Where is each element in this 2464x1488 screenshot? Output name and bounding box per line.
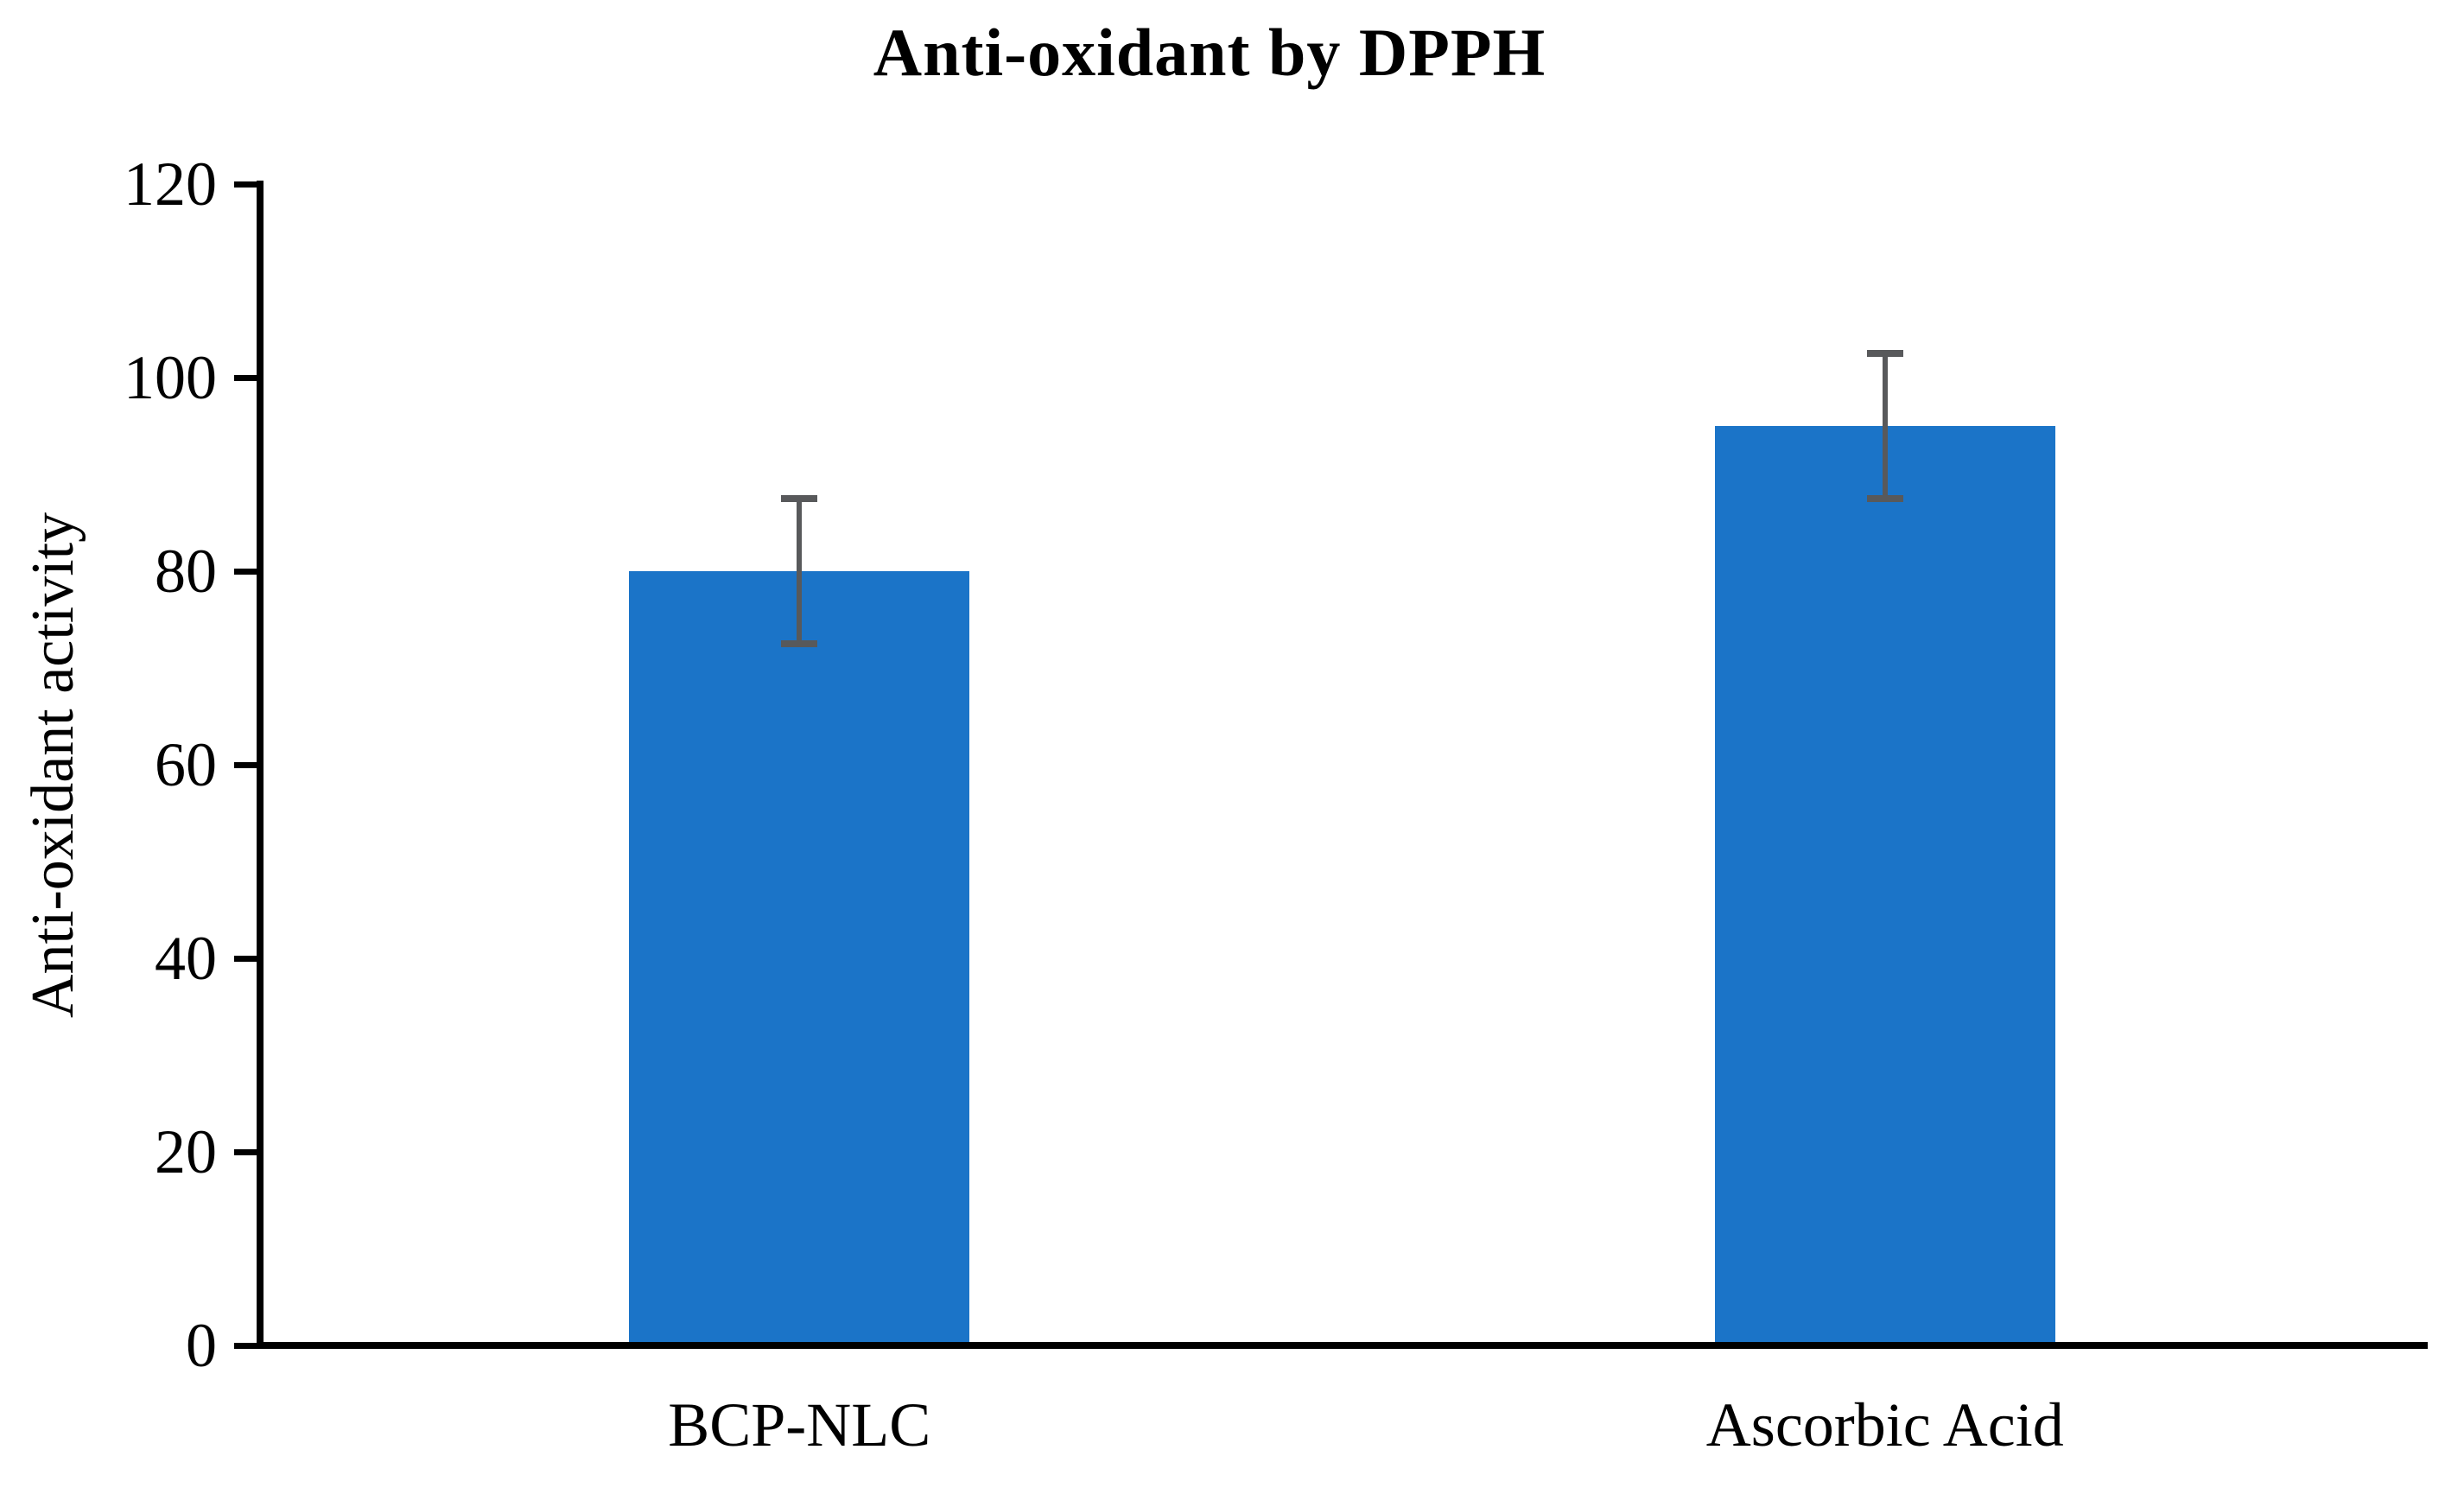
y-tick-mark xyxy=(234,761,257,768)
y-tick-label: 80 xyxy=(155,537,217,606)
y-tick-label: 0 xyxy=(186,1311,217,1380)
y-tick-mark xyxy=(234,1148,257,1155)
error-bar-line xyxy=(797,499,803,644)
y-tick-label: 100 xyxy=(124,343,217,412)
error-bar-cap-bottom xyxy=(1866,495,1903,502)
error-bar-cap-bottom xyxy=(781,640,818,647)
bar xyxy=(629,571,970,1345)
y-tick-label: 60 xyxy=(155,730,217,799)
error-bar-cap-top xyxy=(781,495,818,502)
y-tick-label: 20 xyxy=(155,1117,217,1186)
y-tick-mark xyxy=(234,181,257,188)
plot-area: 0 20 40 60 80 100 120 BCP-NLC Ascorbic Acid xyxy=(124,151,2428,1459)
y-tick-mark xyxy=(234,1342,257,1349)
y-tick-mark xyxy=(234,955,257,962)
y-axis-line xyxy=(257,181,264,1349)
x-category-label: Ascorbic Acid xyxy=(1705,1390,2064,1459)
y-tick-mark xyxy=(234,568,257,575)
error-bar-cap-top xyxy=(1866,350,1903,357)
x-category-label: BCP-NLC xyxy=(668,1390,931,1459)
y-tick-label: 40 xyxy=(155,924,217,993)
y-tick-label: 120 xyxy=(124,149,217,219)
bar xyxy=(1714,426,2055,1345)
chart-title: Anti-oxidant by DPPH xyxy=(873,15,1546,90)
x-axis-line xyxy=(257,1342,2428,1349)
y-tick-mark xyxy=(234,374,257,381)
error-bar-line xyxy=(1882,353,1888,499)
